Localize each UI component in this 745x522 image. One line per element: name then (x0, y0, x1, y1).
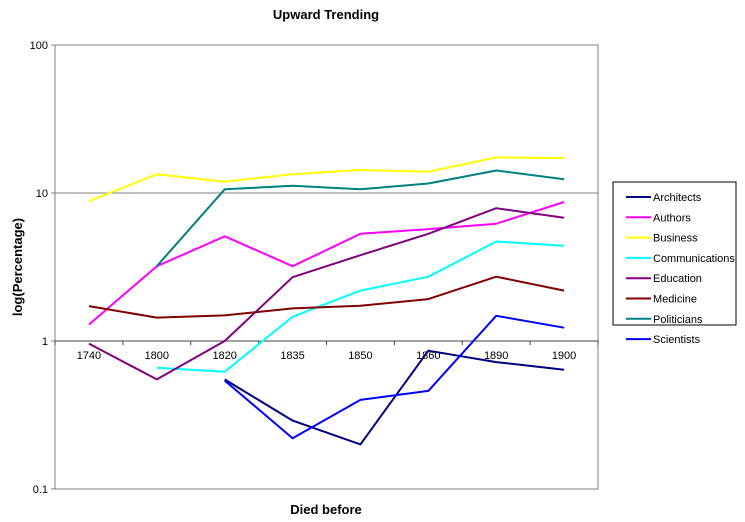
legend-label: Scientists (653, 334, 701, 346)
legend-label: Medicine (653, 294, 697, 306)
series-line-politicians (156, 169, 565, 267)
legend-box (612, 181, 737, 326)
series-line-authors (88, 201, 565, 326)
y-tick-label: 1 (42, 336, 48, 348)
x-tick-label: 1900 (552, 350, 576, 362)
y-tick-label: 10 (36, 188, 48, 200)
series-line-architects (224, 349, 565, 446)
x-axis-label: Died before (290, 502, 362, 517)
legend-label: Politicians (653, 314, 703, 326)
x-tick-label: 1850 (348, 350, 372, 362)
x-tick-label: 1800 (145, 350, 169, 362)
series-line-business (88, 156, 565, 203)
series-line-scientists (224, 314, 565, 440)
legend-label: Authors (653, 212, 691, 224)
series-line-communications (156, 240, 565, 373)
chart-title: Upward Trending (273, 7, 379, 22)
x-tick-label: 1890 (484, 350, 508, 362)
legend: Architects Authors Business Communications E… (612, 181, 737, 346)
series-line-medicine (88, 275, 565, 319)
legend-label: Business (653, 233, 698, 245)
y-tick-label: 0.1 (33, 484, 48, 496)
series-line-education (88, 207, 565, 381)
legend-label: Education (653, 273, 702, 285)
legend-label: Communications (653, 253, 735, 265)
x-tick-label: 1820 (212, 350, 236, 362)
x-tick-label: 1740 (77, 350, 101, 362)
legend-label: Architects (653, 192, 702, 204)
x-tick-label: 1835 (280, 350, 304, 362)
y-tick-label: 100 (30, 40, 48, 52)
y-axis-label: log(Percentage) (10, 218, 25, 316)
